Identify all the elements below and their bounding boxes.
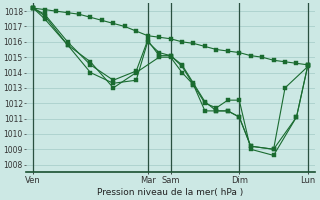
X-axis label: Pression niveau de la mer( hPa ): Pression niveau de la mer( hPa )	[97, 188, 244, 197]
